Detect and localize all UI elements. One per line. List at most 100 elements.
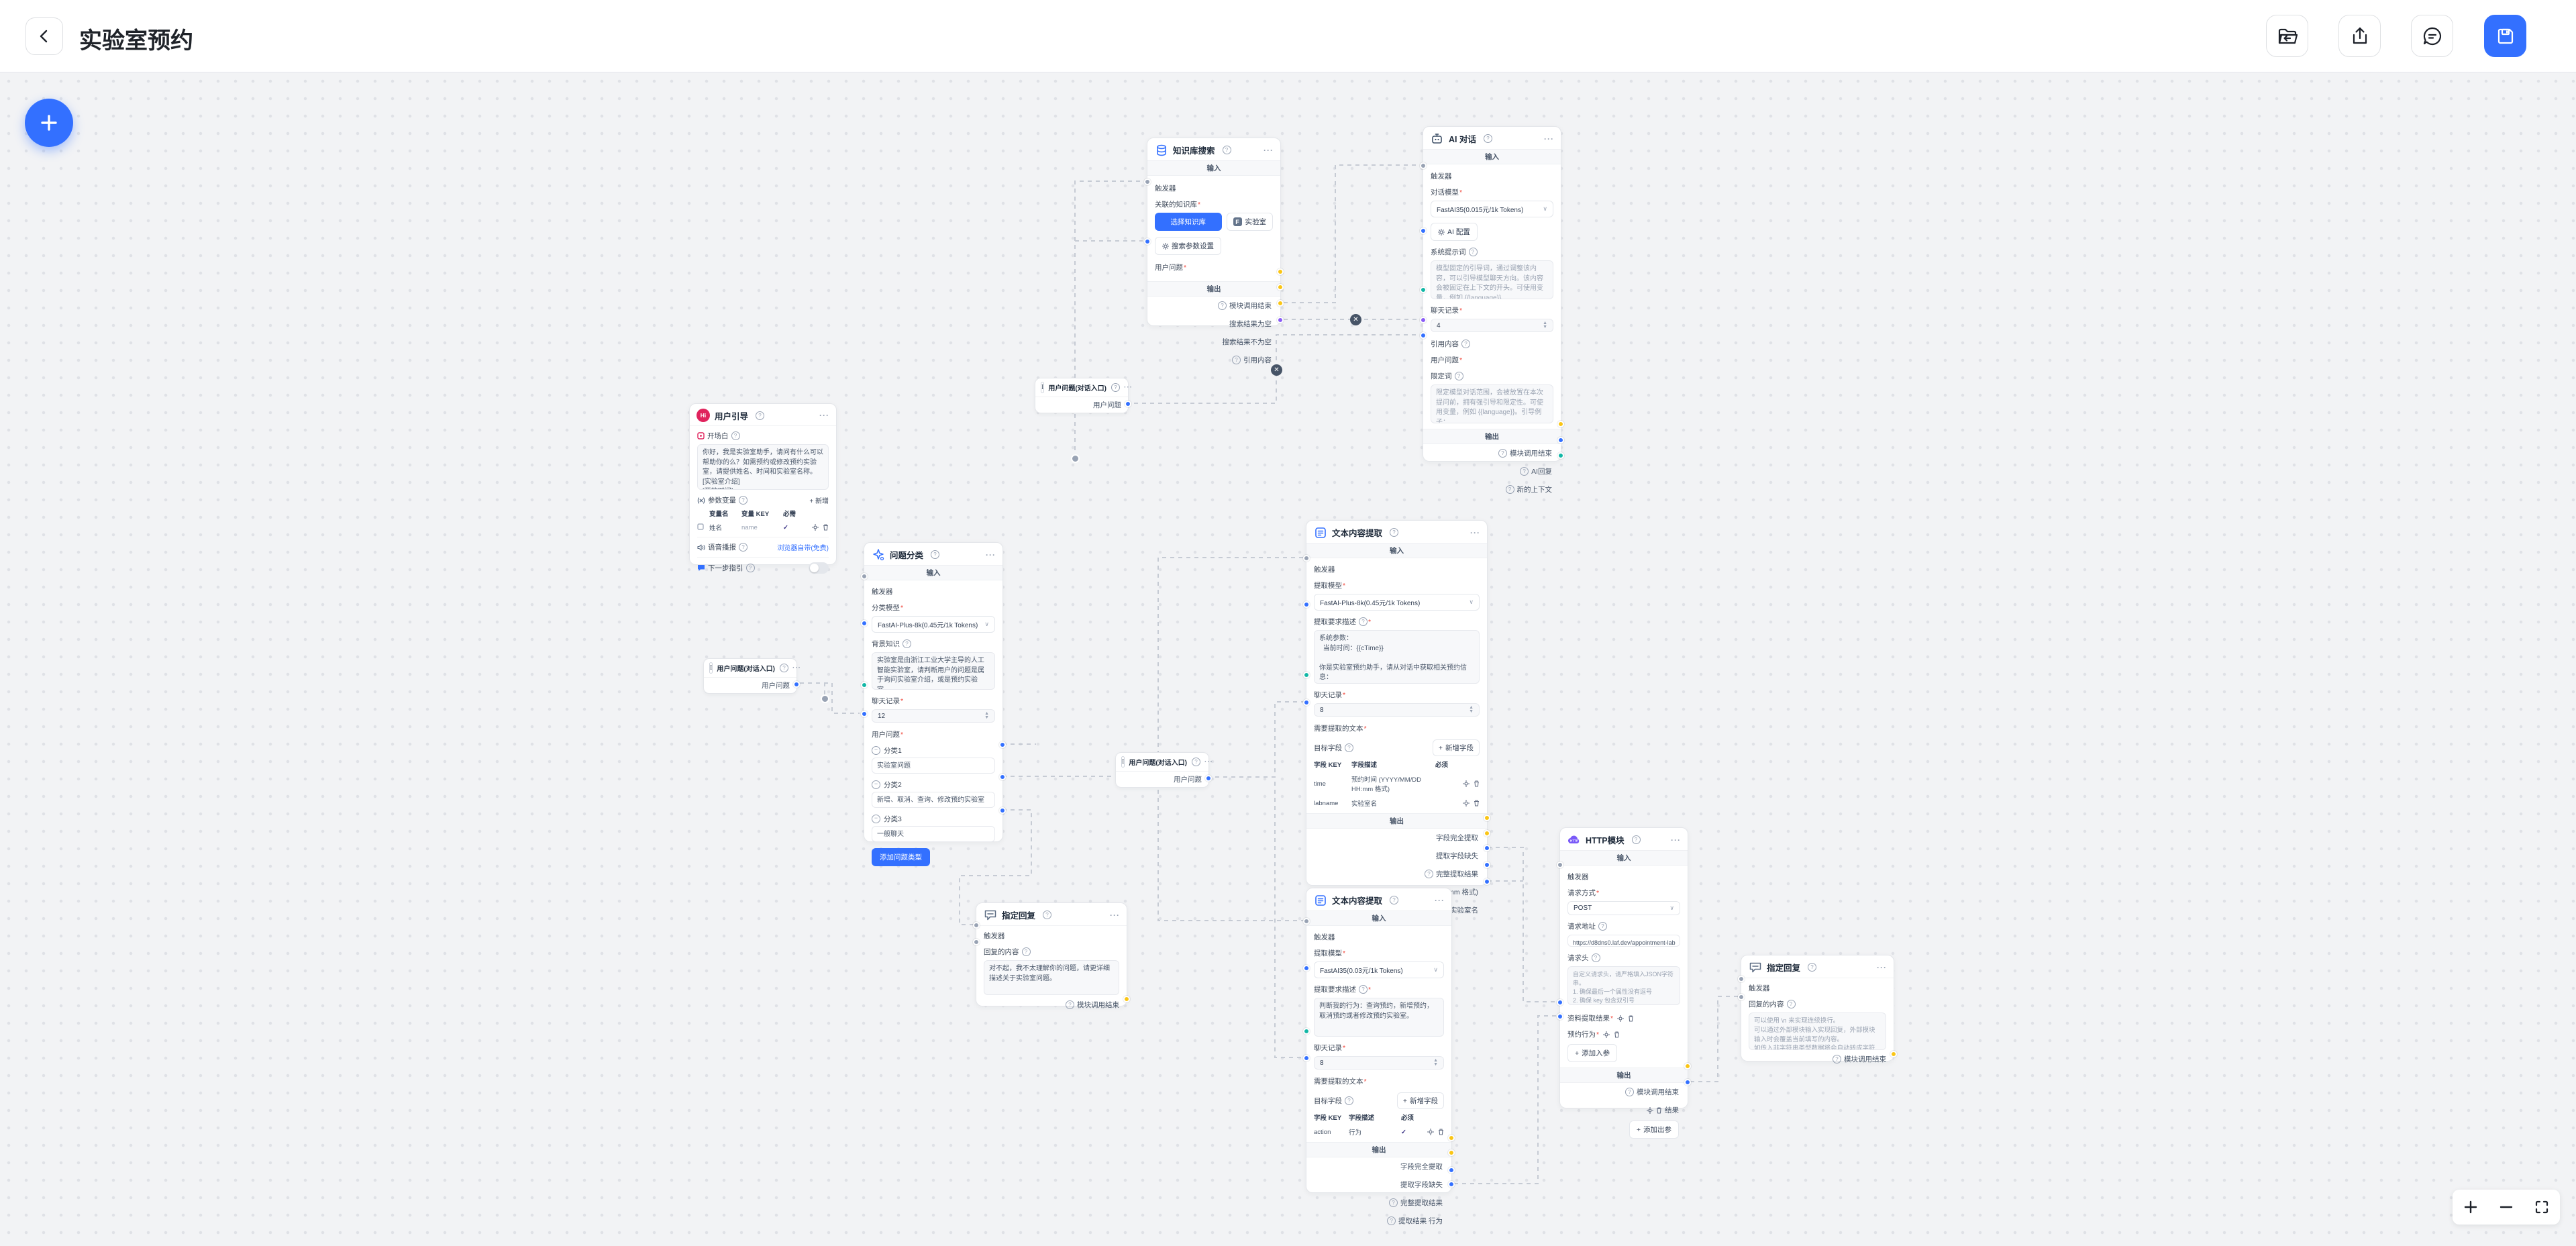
select-dataset-button[interactable]: 选择知识库 (1155, 213, 1222, 231)
help-icon[interactable]: ? (1359, 985, 1368, 994)
help-icon[interactable]: ? (1389, 1198, 1398, 1207)
port-content-in[interactable] (1738, 994, 1745, 1000)
save-button[interactable] (2484, 15, 2526, 57)
limit-textarea[interactable]: 限定模型对话范围，会被放置在本次提问前，拥有强引导和限定性。可使用变量，例如 {… (1431, 384, 1553, 423)
cat1-input[interactable]: 实验室问题 (872, 758, 995, 774)
help-icon[interactable]: ? (1043, 911, 1052, 919)
port-cat1-out[interactable] (999, 741, 1006, 748)
port-module-end-out[interactable] (1684, 1063, 1691, 1070)
delete-icon[interactable] (1628, 1015, 1634, 1022)
help-icon[interactable]: ? (1833, 1055, 1841, 1063)
port-desc-in[interactable] (1303, 965, 1310, 972)
help-icon[interactable]: ? (1468, 248, 1478, 256)
port-fields-full-out[interactable] (1448, 1135, 1455, 1141)
port-fields-missing-out[interactable] (1484, 830, 1490, 837)
add-field-button[interactable]: + 新增字段 (1432, 739, 1480, 756)
port-user-question-out[interactable] (793, 681, 800, 688)
edit-settings-icon[interactable] (1617, 1015, 1625, 1022)
help-icon[interactable]: ? (1390, 528, 1399, 537)
desc-textarea[interactable]: 判断我的行为：查询预约，新增预约，取消预约或者修改预约实验室。 (1314, 998, 1444, 1037)
help-icon[interactable]: ? (780, 664, 789, 672)
ai-config-button[interactable]: AI 配置 (1431, 223, 1478, 241)
stepper-arrows-icon[interactable]: ▲ ▼ (1433, 1058, 1438, 1067)
node-chat-entry-3[interactable]: I 用户问题(对话入口) ? ··· 用户问题 (1115, 752, 1213, 788)
method-select[interactable]: POST ∨ (1567, 901, 1680, 915)
help-icon[interactable]: ? (1625, 1088, 1634, 1096)
content-textarea[interactable]: 对不起，我不太理解你的问题，请更详细描述关于实验室问题。 (984, 960, 1119, 995)
port-empty-out[interactable] (1277, 284, 1284, 291)
help-icon[interactable]: ? (1498, 449, 1507, 458)
port-action-in[interactable] (1557, 1013, 1563, 1020)
headers-textarea[interactable]: 自定义请求头，请严格填入JSON字符串。 1. 确保最后一个属性没有逗号 2. … (1567, 966, 1680, 1005)
back-button[interactable] (25, 17, 63, 55)
port-chat-history-in[interactable] (1303, 1028, 1310, 1035)
edit-settings-icon[interactable] (1603, 1031, 1610, 1038)
port-trigger-in[interactable] (1738, 976, 1745, 982)
port-full-result-out[interactable] (1484, 845, 1490, 851)
port-bg-knowledge-in[interactable] (861, 620, 868, 627)
help-icon[interactable]: ? (931, 550, 940, 559)
export-button[interactable] (2338, 15, 2381, 57)
node-menu-button[interactable]: ··· (1110, 910, 1120, 920)
node-text-extract-1[interactable]: 文本内容提取 ? ··· 输入 触发器 提取模型 * FastAI-Plus-8k… (1303, 520, 1490, 915)
node-menu-button[interactable]: ··· (1124, 384, 1133, 391)
edit-settings-icon[interactable] (812, 524, 819, 531)
help-icon[interactable]: ? (1454, 372, 1463, 380)
port-cat2-out[interactable] (999, 774, 1006, 780)
model-select[interactable]: FastAI35(0.015元/1k Tokens) ∨ (1431, 201, 1553, 217)
port-chat-history-in[interactable] (861, 682, 868, 688)
port-new-context-out[interactable] (1557, 452, 1564, 459)
system-prompt-textarea[interactable]: 模型固定的引导词，通过调整该内容，可以引导模型聊天方向。该内容会被固定在上下文的… (1431, 260, 1553, 299)
port-chat-history-in[interactable] (1420, 287, 1427, 293)
port-trigger-in[interactable] (973, 922, 980, 929)
add-variable-button[interactable]: + 新增 (809, 498, 829, 505)
search-params-button[interactable]: 搜索参数设置 (1155, 237, 1221, 255)
chat-history-stepper[interactable]: 4 ▲ ▼ (1431, 319, 1553, 332)
help-icon[interactable]: ? (1598, 922, 1607, 931)
help-icon[interactable]: ? (739, 543, 748, 552)
delete-icon[interactable] (823, 524, 829, 531)
help-icon[interactable]: ? (1483, 134, 1492, 143)
port-user-question-out[interactable] (1125, 401, 1131, 407)
help-icon[interactable]: ? (1387, 1216, 1396, 1225)
node-text-extract-2[interactable]: 文本内容提取 ? ··· 输入 触发器 提取模型 * FastAI35(0.03元… (1303, 888, 1455, 1225)
help-icon[interactable]: ? (745, 564, 755, 572)
help-icon[interactable]: ? (1066, 1000, 1074, 1009)
port-extract-result-in[interactable] (1557, 999, 1563, 1006)
workflow-canvas[interactable] (0, 72, 2576, 1246)
help-icon[interactable]: ? (1390, 896, 1399, 904)
node-menu-button[interactable]: ··· (1470, 527, 1480, 537)
delete-icon[interactable] (1474, 780, 1480, 787)
model-select[interactable]: FastAI-Plus-8k(0.45元/1k Tokens) ∨ (1314, 594, 1480, 611)
chat-history-stepper[interactable]: 12 ▲ ▼ (872, 709, 995, 723)
node-question-classify[interactable]: 问题分类 ? ··· 输入 触发器 分类模型 * FastAI-Plus-8k(0… (861, 542, 1006, 866)
wire-endpoint-dot[interactable] (821, 694, 829, 703)
port-chat-history-in[interactable] (1303, 672, 1310, 678)
node-fixed-reply-1[interactable]: 指定回复 ? ··· 触发器 回复的内容? 对不起，我不太理解你的问题，请更详细… (973, 902, 1130, 1009)
help-icon[interactable]: ? (1425, 870, 1433, 878)
port-trigger-in[interactable] (1144, 178, 1151, 185)
help-icon[interactable]: ? (1461, 340, 1470, 348)
dataset-chip[interactable]: F 实验室 (1226, 213, 1273, 231)
delete-icon[interactable] (1614, 1031, 1620, 1038)
node-chat-entry-2[interactable]: I 用户问题(对话入口) ? ··· 用户问题 (703, 658, 801, 694)
help-icon[interactable]: ? (1520, 467, 1529, 476)
remove-category-icon[interactable]: − (872, 746, 880, 755)
port-text-in[interactable] (1303, 1055, 1310, 1061)
content-textarea[interactable]: 可以使用 \n 来实现连续换行。 可以通过外部模块输入实现回复，外部模块输入时会… (1749, 1013, 1886, 1050)
port-fields-missing-out[interactable] (1448, 1149, 1455, 1156)
desc-textarea[interactable]: 系统参数： 当前时间：{{cTime}} 你是实验室预约助手，请从对话中获取相关… (1314, 630, 1480, 684)
delete-icon[interactable] (1656, 1106, 1662, 1114)
fit-view-button[interactable] (2528, 1192, 2555, 1222)
node-http[interactable]: HTTP HTTP模块 ? ··· 输入 触发器 请求方式 * POST ∨ 请求地… (1557, 827, 1691, 1139)
node-user-guide[interactable]: Hi 用户引导 ? ··· 开场白? 你好，我是实验室助手，请问有什么可以帮助你… (689, 403, 837, 574)
help-icon[interactable]: ? (1232, 356, 1241, 364)
zoom-in-button[interactable] (2457, 1192, 2484, 1222)
node-menu-button[interactable]: ··· (1671, 835, 1681, 845)
port-user-question-in[interactable] (861, 711, 868, 717)
port-desc-in[interactable] (1303, 601, 1310, 608)
edit-settings-icon[interactable] (1463, 800, 1470, 807)
port-ai-reply-out[interactable] (1557, 437, 1564, 444)
port-module-end-out[interactable] (1123, 996, 1130, 1002)
node-menu-button[interactable]: ··· (1204, 758, 1214, 766)
